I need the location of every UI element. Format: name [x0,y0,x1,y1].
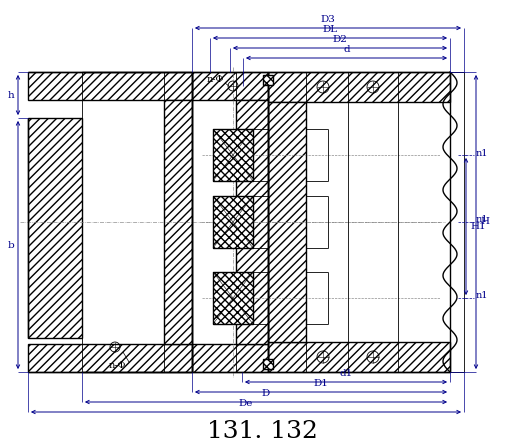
Text: H: H [480,218,489,227]
Text: 131. 132: 131. 132 [206,421,317,443]
Text: D1: D1 [314,379,329,388]
Text: n-Φ: n-Φ [108,360,126,369]
Text: b: b [7,240,14,249]
Bar [192,72,268,100]
Text: n1: n1 [476,215,488,224]
Text: D2: D2 [333,35,347,44]
Text: d1: d1 [340,369,353,378]
Text: De: De [239,399,253,408]
Text: n-Φ: n-Φ [206,75,224,84]
Text: D: D [262,389,270,398]
Text: d: d [343,45,350,54]
Text: DL: DL [322,25,337,34]
Bar [213,196,253,248]
Bar [236,100,268,344]
Text: n1: n1 [476,292,488,301]
Text: h: h [7,91,14,99]
Bar [268,102,306,342]
Text: n1: n1 [476,149,488,157]
Bar [28,344,192,372]
Bar [192,344,268,372]
Bar [164,100,192,344]
Text: H1: H1 [470,222,486,231]
Bar [213,129,253,181]
Bar [268,72,450,102]
Bar [263,75,273,85]
Bar [213,272,253,324]
Text: D3: D3 [320,15,335,24]
Bar [268,342,450,372]
Bar [213,272,253,324]
Bar [213,129,253,181]
Bar [263,359,273,369]
Bar [28,118,82,338]
Bar [28,72,192,100]
Bar [213,196,253,248]
